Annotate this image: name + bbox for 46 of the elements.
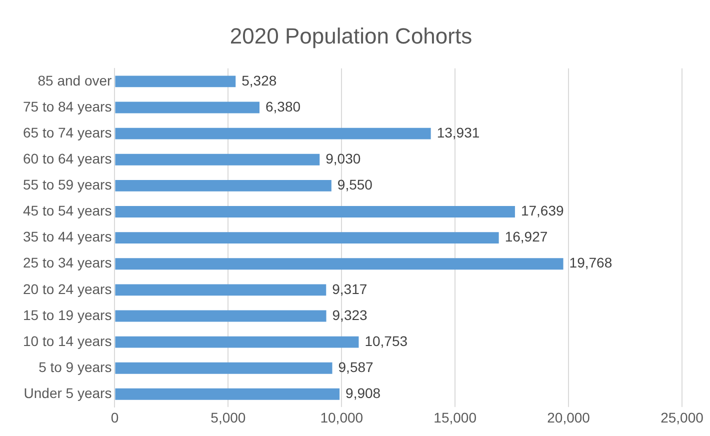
data-label: 13,931: [436, 124, 480, 140]
x-tick-label: 15,000: [434, 409, 477, 426]
bar: [115, 76, 236, 88]
data-label: 9,908: [346, 385, 381, 402]
bar: [115, 284, 326, 296]
bar: [115, 362, 332, 374]
y-tick-label: 75 to 84 years: [22, 98, 112, 114]
y-tick-label: 5 to 9 years: [38, 358, 112, 375]
x-tick-label: 10,000: [320, 409, 364, 426]
data-label: 9,587: [338, 358, 374, 375]
bar: [115, 102, 260, 114]
x-tick-label: 5,000: [210, 409, 246, 426]
bar: [115, 154, 320, 166]
y-tick-label: 25 to 34 years: [22, 254, 112, 271]
data-label: 16,927: [504, 228, 548, 245]
bar: [115, 128, 431, 140]
chart-title: 2020 Population Cohorts: [230, 23, 472, 48]
data-label: 9,317: [332, 280, 368, 297]
y-tick-label: 55 to 59 years: [22, 176, 112, 193]
data-label: 17,639: [520, 202, 564, 219]
x-tick-label: 0: [110, 409, 119, 426]
bar: [115, 310, 326, 322]
y-tick-label: 35 to 44 years: [22, 228, 112, 245]
bar: [115, 388, 340, 400]
x-tick-label: 25,000: [660, 409, 704, 426]
y-tick-label: 85 and over: [38, 72, 112, 88]
data-label: 5,328: [242, 72, 277, 88]
data-label: 10,753: [364, 332, 408, 349]
y-tick-label: 60 to 64 years: [22, 150, 112, 166]
bar: [115, 232, 499, 244]
data-label: 9,550: [337, 176, 373, 193]
y-tick-label: 65 to 74 years: [22, 124, 112, 140]
y-tick-label: 20 to 24 years: [22, 280, 112, 297]
bar: [115, 258, 564, 270]
y-tick-label: 45 to 54 years: [22, 202, 112, 219]
data-label: 9,323: [332, 306, 368, 323]
y-tick-label: 15 to 19 years: [22, 306, 112, 323]
y-tick-label: Under 5 years: [24, 385, 112, 402]
data-label: 9,030: [326, 150, 361, 166]
y-tick-label: 10 to 14 years: [22, 332, 112, 349]
data-label: 6,380: [265, 98, 301, 114]
bar: [115, 336, 359, 348]
data-label: 19,768: [569, 254, 612, 271]
bar: [115, 180, 332, 192]
x-tick-label: 20,000: [547, 409, 590, 426]
bar: [115, 206, 515, 218]
